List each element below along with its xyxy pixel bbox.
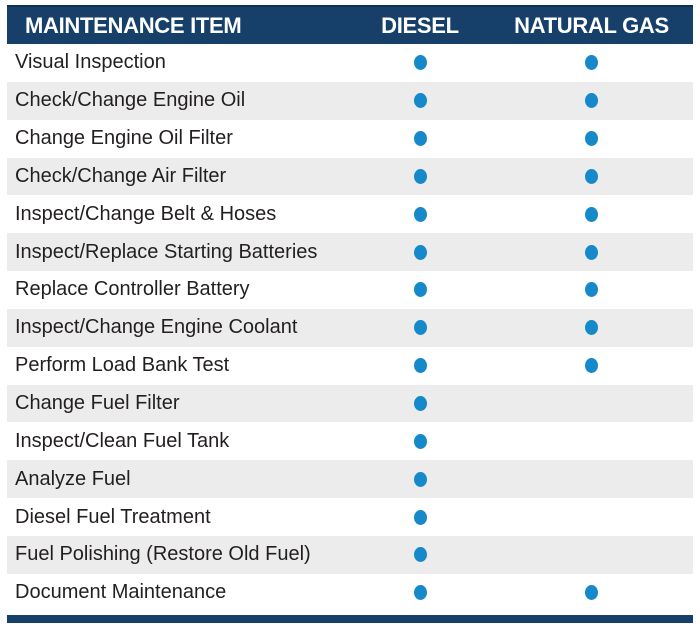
dot-icon: [585, 282, 598, 298]
table-row: Inspect/Replace Starting Batteries: [7, 233, 693, 272]
diesel-cell: [350, 460, 490, 498]
dot-icon: [413, 168, 427, 184]
diesel-cell: [350, 120, 490, 158]
column-header-natural-gas: NATURAL GAS: [514, 12, 669, 38]
table-row: Check/Change Air Filter: [7, 157, 693, 196]
maintenance-item-label: Inspect/Change Engine Coolant: [15, 316, 298, 339]
table-row: Check/Change Engine Oil: [7, 81, 693, 120]
table-row: Diesel Fuel Treatment: [7, 498, 693, 536]
dot-icon: [585, 131, 598, 147]
diesel-cell: [350, 82, 490, 120]
table-header-row: MAINTENANCE ITEM DIESEL NATURAL GAS: [7, 5, 693, 44]
natural-gas-cell: [490, 422, 693, 460]
dot-icon: [585, 168, 598, 184]
maintenance-item-label: Check/Change Air Filter: [15, 164, 227, 187]
dot-icon: [585, 358, 598, 374]
natural-gas-cell: [490, 271, 693, 309]
diesel-cell: [350, 498, 490, 536]
maintenance-item-label: Inspect/Replace Starting Batteries: [15, 240, 318, 263]
diesel-cell: [350, 44, 490, 82]
diesel-cell: [350, 309, 490, 347]
natural-gas-cell: [490, 44, 693, 82]
dot-icon: [413, 396, 427, 412]
dot-icon: [413, 358, 427, 374]
column-header-maintenance-item: MAINTENANCE ITEM: [25, 12, 242, 38]
diesel-cell: [350, 158, 490, 196]
table-row: Inspect/Change Engine Coolant: [7, 308, 693, 347]
maintenance-item-label: Analyze Fuel: [15, 467, 131, 490]
maintenance-item-label: Perform Load Bank Test: [15, 354, 230, 377]
table-row: Change Fuel Filter: [7, 384, 693, 423]
natural-gas-cell: [490, 574, 693, 612]
diesel-cell: [350, 574, 490, 612]
dot-icon: [413, 55, 427, 71]
natural-gas-cell: [490, 536, 693, 574]
natural-gas-cell: [490, 309, 693, 347]
maintenance-item-label: Fuel Polishing (Restore Old Fuel): [15, 543, 311, 566]
dot-icon: [585, 206, 598, 222]
diesel-cell: [350, 536, 490, 574]
dot-icon: [413, 433, 427, 449]
diesel-cell: [350, 233, 490, 271]
dot-icon: [585, 585, 598, 601]
maintenance-item-label: Document Maintenance: [15, 581, 227, 604]
dot-icon: [413, 471, 427, 487]
natural-gas-cell: [490, 347, 693, 385]
maintenance-comparison-table: MAINTENANCE ITEM DIESEL NATURAL GAS Visu…: [7, 5, 693, 623]
natural-gas-cell: [490, 498, 693, 536]
table-row: Document Maintenance: [7, 573, 693, 612]
natural-gas-cell: [490, 385, 693, 423]
dot-icon: [585, 93, 598, 109]
table-row: Replace Controller Battery: [7, 271, 693, 309]
dot-icon: [413, 93, 427, 109]
table-body: Visual Inspection Check/Change Engine Oil…: [7, 44, 693, 612]
natural-gas-cell: [490, 233, 693, 271]
maintenance-item-label: Inspect/Change Belt & Hoses: [15, 202, 277, 225]
table-row: Inspect/Clean Fuel Tank: [7, 422, 693, 461]
natural-gas-cell: [490, 158, 693, 196]
dot-icon: [413, 131, 427, 147]
dot-icon: [413, 206, 427, 222]
maintenance-item-label: Change Engine Oil Filter: [15, 127, 233, 150]
maintenance-item-label: Check/Change Engine Oil: [15, 89, 246, 112]
bottom-border-bar: [7, 614, 693, 623]
dot-icon: [585, 320, 598, 336]
maintenance-item-label: Visual Inspection: [15, 51, 166, 74]
dot-icon: [413, 244, 427, 260]
column-header-diesel: DIESEL: [381, 12, 459, 38]
dot-icon: [413, 585, 427, 601]
maintenance-item-label: Inspect/Clean Fuel Tank: [15, 429, 230, 452]
table-row: Fuel Polishing (Restore Old Fuel): [7, 535, 693, 574]
diesel-cell: [350, 195, 490, 233]
maintenance-item-label: Diesel Fuel Treatment: [15, 505, 211, 528]
dot-icon: [413, 282, 427, 298]
table-row: Inspect/Change Belt & Hoses: [7, 195, 693, 234]
dot-icon: [413, 320, 427, 336]
natural-gas-cell: [490, 120, 693, 158]
table-row: Visual Inspection: [7, 44, 693, 82]
table-row: Perform Load Bank Test: [7, 346, 693, 385]
dot-icon: [585, 244, 598, 260]
diesel-cell: [350, 385, 490, 423]
natural-gas-cell: [490, 82, 693, 120]
dot-icon: [413, 547, 427, 563]
diesel-cell: [350, 347, 490, 385]
dot-icon: [413, 509, 427, 525]
maintenance-item-label: Change Fuel Filter: [15, 392, 180, 415]
maintenance-item-label: Replace Controller Battery: [15, 278, 250, 301]
natural-gas-cell: [490, 460, 693, 498]
diesel-cell: [350, 271, 490, 309]
table-row: Change Engine Oil Filter: [7, 119, 693, 158]
diesel-cell: [350, 422, 490, 460]
dot-icon: [585, 55, 598, 71]
table-row: Analyze Fuel: [7, 460, 693, 499]
natural-gas-cell: [490, 195, 693, 233]
